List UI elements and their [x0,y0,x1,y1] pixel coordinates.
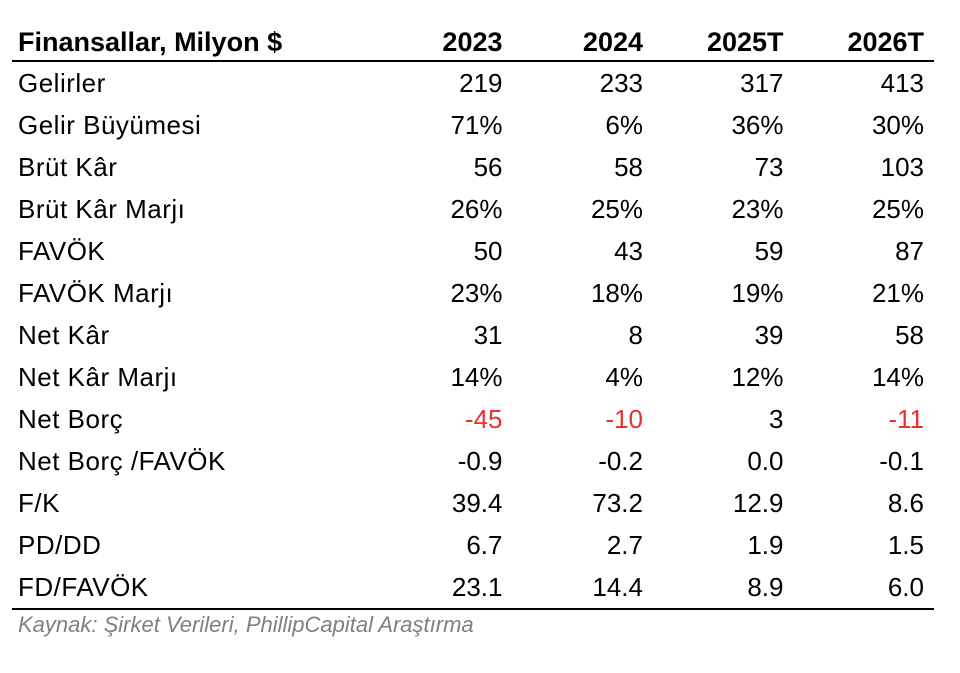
table-cell: 8 [628,319,643,350]
table-row: Net Borç -45 -10 3 -11 [12,398,934,440]
table-row: PD/DD 6.7 2.7 1.9 1.5 [12,524,934,566]
table-cell: 39.4 [451,487,503,518]
table-cell: 73 [754,151,784,182]
table-row: Brüt Kâr Marjı 26% 25% 23% 25% [12,188,934,230]
table-cell: 25% [871,193,924,224]
table-cell: 6.0 [793,566,934,610]
row-label: FAVÖK Marjı [18,277,174,308]
financials-table-container: Finansallar, Milyon $ 2023 2024 2025T 20… [12,20,934,610]
table-cell: 12% [731,361,784,392]
table-cell: 219 [459,67,503,98]
table-cell: -11 [888,403,924,434]
table-row: FAVÖK 50 43 59 87 [12,230,934,272]
table-cell: 8.9 [653,566,794,610]
table-row: Net Kâr 31 8 39 58 [12,314,934,356]
table-cell: 50 [473,235,503,266]
table-cell: 14% [450,361,503,392]
row-label: Net Borç /FAVÖK [18,445,226,476]
table-cell: 19% [731,277,784,308]
table-body: Gelirler 219 233 317 413 Gelir Büyümesi 71% 6% 3… [12,61,934,610]
table-cell: 1.9 [747,529,784,560]
table-cell: 18% [590,277,643,308]
table-cell: 31 [473,319,503,350]
table-cell: 56 [473,151,503,182]
row-label: Net Kâr [18,319,110,350]
table-cell: 8.6 [887,487,924,518]
table-cell: 12.9 [732,487,784,518]
table-cell: -0.1 [879,445,924,476]
table-cell: 14.4 [512,566,653,610]
table-cell: 103 [880,151,924,182]
table-row: F/K 39.4 73.2 12.9 8.6 [12,482,934,524]
table-cell: 317 [740,67,784,98]
header-year-2024: 2024 [512,20,653,62]
table-cell: -0.9 [457,445,503,476]
row-label: Brüt Kâr [18,151,118,182]
table-cell: 233 [599,67,643,98]
row-label: PD/DD [18,529,102,560]
row-label: Gelir Büyümesi [18,109,202,140]
row-label: Brüt Kâr Marjı [18,193,186,224]
row-label: FD/FAVÖK [12,566,372,610]
table-cell: 6% [605,109,643,140]
table-cell: 4% [605,361,643,392]
table-cell: 21% [871,277,924,308]
table-cell: -0.2 [598,445,643,476]
table-cell: 3 [769,403,784,434]
row-label: F/K [18,487,60,518]
table-cell: 2.7 [606,529,643,560]
table-cell: 23% [450,277,503,308]
header-year-2025t: 2025T [653,20,794,62]
table-cell: 26% [450,193,503,224]
row-label: Gelirler [18,67,106,98]
table-cell: 59 [754,235,784,266]
table-cell: 0.0 [747,445,784,476]
row-label: FAVÖK [18,235,106,266]
table-cell: 87 [895,235,924,266]
table-cell: 14% [871,361,924,392]
table-cell: 43 [614,235,643,266]
table-row: Net Borç /FAVÖK -0.9 -0.2 0.0 -0.1 [12,440,934,482]
table-cell: 71% [450,109,503,140]
table-cell: 58 [895,319,924,350]
table-row: FD/FAVÖK 23.1 14.4 8.9 6.0 [12,566,934,610]
table-cell: 23% [731,193,784,224]
row-label: Net Kâr Marjı [18,361,178,392]
table-row: Brüt Kâr 56 58 73 103 [12,146,934,188]
table-cell: 30% [871,109,924,140]
source-note: Kaynak: Şirket Verileri, PhillipCapital … [18,612,474,637]
table-cell: 36% [731,109,784,140]
table-cell: -10 [605,403,643,434]
table-cell: 58 [614,151,643,182]
table-cell: 39 [754,319,784,350]
table-cell: 6.7 [466,529,503,560]
table-header-row: Finansallar, Milyon $ 2023 2024 2025T 20… [12,20,934,62]
table-cell: 413 [880,67,924,98]
financials-table: Finansallar, Milyon $ 2023 2024 2025T 20… [12,20,934,610]
table-cell: 25% [590,193,643,224]
table-cell: 73.2 [592,487,643,518]
header-year-2026t: 2026T [793,20,934,62]
table-cell: -45 [464,403,503,434]
header-year-2023: 2023 [372,20,513,62]
table-cell: 23.1 [372,566,513,610]
row-label: Net Borç [18,403,124,434]
header-title: Finansallar, Milyon $ [12,20,372,62]
table-row: Gelir Büyümesi 71% 6% 36% 30% [12,104,934,146]
table-cell: 1.5 [887,529,924,560]
table-row: Net Kâr Marjı 14% 4% 12% 14% [12,356,934,398]
table-row: Gelirler 219 233 317 413 [12,61,934,104]
table-row: FAVÖK Marjı 23% 18% 19% 21% [12,272,934,314]
